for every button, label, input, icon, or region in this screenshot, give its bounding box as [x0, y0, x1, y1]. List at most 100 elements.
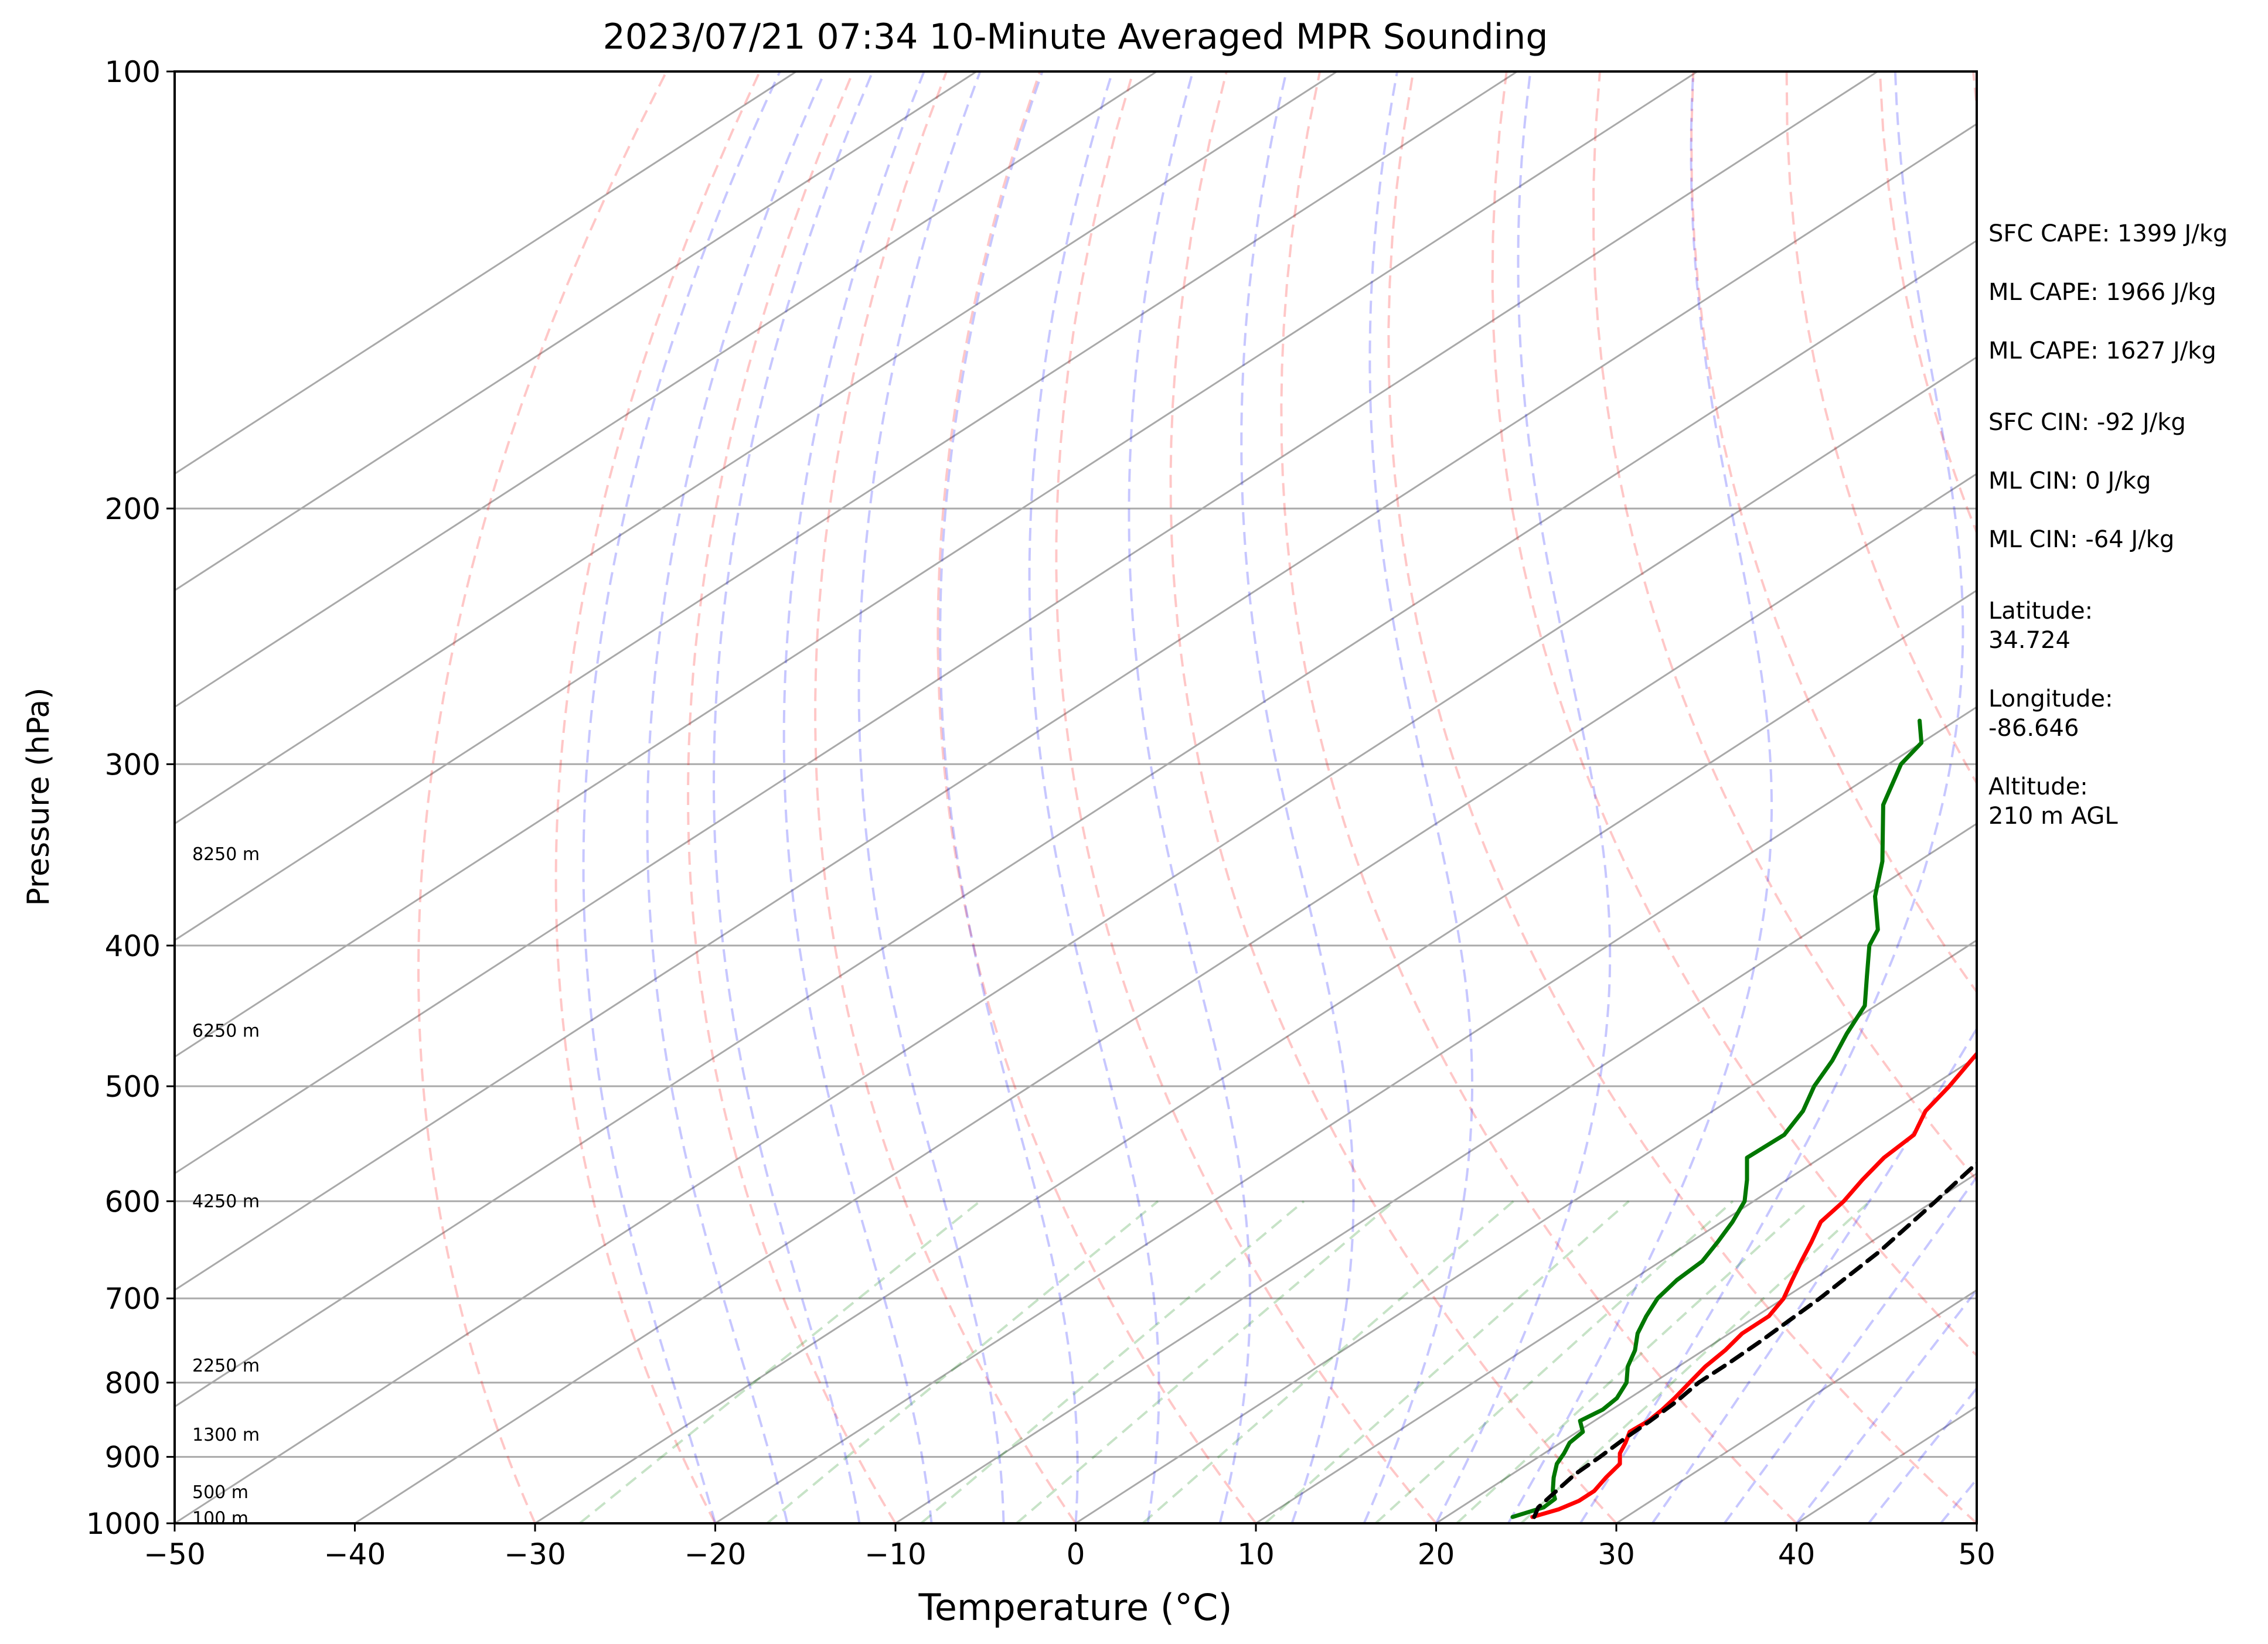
y-axis: 100 200 300 400 500 600 700 800 900 1000	[86, 55, 175, 1541]
mixing-ratio-line	[1264, 1200, 1630, 1523]
annotation-text: SFC CIN: -92 J/kg	[1988, 409, 2186, 436]
moist-adiabat-line	[1723, 1175, 1977, 1523]
moist-adiabat-line	[1363, 71, 1473, 1523]
annotation-text: Latitude: 34.724	[1988, 598, 2093, 654]
isotherm-line	[1075, 939, 1977, 1523]
height-labels: 100 m 500 m 1300 m 2250 m 4250 m 6250 m 8250 m	[192, 844, 260, 1529]
moist-adiabat-line	[1028, 71, 1160, 1523]
dry-adiabat-line	[1491, 71, 1977, 1358]
dry-adiabat-line	[1280, 71, 1797, 1523]
x-tick-label: −30	[504, 1537, 566, 1571]
isotherm-line	[354, 472, 1977, 1523]
x-tick-label: 50	[1958, 1537, 1995, 1571]
dry-adiabat-line	[1169, 71, 1617, 1523]
x-tick-label: −10	[864, 1537, 927, 1571]
y-tick-label: 700	[105, 1282, 161, 1316]
y-tick-label: 500	[105, 1070, 161, 1104]
moist-adiabat-line	[712, 71, 874, 1523]
x-tick-label: 40	[1778, 1537, 1816, 1571]
annotation-text: SFC CAPE: 1399 J/kg	[1988, 220, 2228, 247]
x-tick-label: 0	[1067, 1537, 1085, 1571]
annotation-text: Longitude: -86.646	[1988, 685, 2113, 742]
mixing-ratio-line	[766, 1200, 1159, 1523]
y-tick-label: 300	[105, 748, 161, 782]
y-tick-label: 100	[105, 55, 161, 89]
chart-title: 2023/07/21 07:34 10-Minute Averaged MPR …	[603, 16, 1548, 57]
isotherm-line	[175, 239, 1977, 1408]
isotherm-line	[175, 71, 1518, 942]
dry-adiabat-line	[417, 71, 668, 1523]
moist-adiabat-line	[939, 71, 1079, 1523]
annotation-text: Altitude: 210 m AGL	[1988, 773, 2118, 830]
moist-adiabat-line	[1128, 71, 1252, 1523]
x-tick-label: −20	[685, 1537, 747, 1571]
y-tick-label: 600	[105, 1185, 161, 1219]
moist-adiabat-line	[1507, 71, 1773, 1523]
moist-adiabat-line	[582, 71, 781, 1523]
y-tick-label: 900	[105, 1441, 161, 1475]
isotherm-line	[175, 71, 1878, 1175]
isotherm-line	[175, 122, 1977, 1291]
height-label: 500 m	[192, 1482, 248, 1503]
y-tick-label: 200	[105, 492, 161, 526]
annotation-text: ML CAPE: 1627 J/kg	[1988, 337, 2216, 364]
x-tick-label: 10	[1237, 1537, 1275, 1571]
x-tick-label: −40	[324, 1537, 386, 1571]
moist-adiabat-line	[1240, 71, 1355, 1523]
moist-adiabat-line	[1435, 71, 1612, 1523]
height-label: 1300 m	[192, 1425, 260, 1445]
annotation-text: ML CAPE: 1966 J/kg	[1988, 279, 2216, 306]
dry-adiabat-line	[1387, 71, 1977, 1523]
isotherm-line	[1435, 1172, 1977, 1523]
isotherm-line	[175, 71, 1157, 708]
height-label: 2250 m	[192, 1356, 260, 1376]
isotherm-line	[175, 71, 797, 475]
x-axis-label: Temperature (°C)	[918, 1586, 1232, 1629]
mixing-ratio-line	[920, 1200, 1305, 1523]
dry-adiabat-line	[937, 71, 1257, 1523]
series-line-1	[1530, 1050, 1977, 1519]
dry-adiabat-line	[1055, 71, 1438, 1523]
dry-adiabat-line	[1592, 71, 1977, 1182]
height-label: 6250 m	[192, 1021, 260, 1042]
mixing-ratio-line	[1456, 1200, 1810, 1523]
mixing-ratio-line	[1142, 1200, 1514, 1523]
isotherm-line	[175, 71, 1338, 825]
moist-adiabat-line	[782, 71, 933, 1523]
height-label: 8250 m	[192, 844, 260, 865]
y-tick-label: 800	[105, 1366, 161, 1400]
dry-adiabat-line	[814, 71, 1077, 1523]
isotherm-line	[714, 705, 1977, 1523]
mixing-ratio-line	[578, 1200, 981, 1523]
isotherm-line	[175, 356, 1977, 1523]
mixing-ratio-line	[1016, 1200, 1395, 1523]
isotherm-line	[175, 71, 978, 592]
moist-adiabat-line	[1651, 1026, 1977, 1523]
mixing-ratio-line	[1374, 1200, 1734, 1523]
annotation-text: ML CIN: 0 J/kg	[1988, 468, 2151, 494]
isotherm-line	[1255, 1056, 1977, 1523]
moist-adiabat-line	[1795, 1288, 1977, 1523]
y-tick-label: 400	[105, 929, 161, 963]
background-lines	[175, 71, 1977, 1523]
isotherm-line	[534, 589, 1977, 1523]
moist-adiabat-line	[857, 71, 1005, 1523]
annotations-panel: SFC CAPE: 1399 J/kg ML CAPE: 1966 J/kg ML …	[1988, 220, 2228, 830]
data-lines	[1510, 718, 1977, 1519]
y-axis-label: Pressure (hPa)	[21, 688, 56, 906]
height-label: 100 m	[192, 1508, 248, 1529]
isotherm-line	[175, 71, 1698, 1058]
moist-adiabat-line	[646, 71, 826, 1523]
x-axis: −50 −40 −30 −20 −10 0 10 20 30 40 50	[144, 1523, 1995, 1571]
height-label: 4250 m	[192, 1191, 260, 1212]
series-line-2	[1510, 718, 1924, 1519]
annotation-text: ML CIN: -64 J/kg	[1988, 526, 2174, 553]
moist-adiabat-line	[1867, 1386, 1977, 1523]
isotherm-line	[895, 822, 1977, 1523]
x-tick-label: −50	[144, 1537, 206, 1571]
y-tick-label: 1000	[86, 1507, 161, 1541]
x-tick-label: 20	[1418, 1537, 1455, 1571]
dry-adiabat-line	[554, 71, 761, 1523]
series-line-3	[1532, 1160, 1977, 1519]
